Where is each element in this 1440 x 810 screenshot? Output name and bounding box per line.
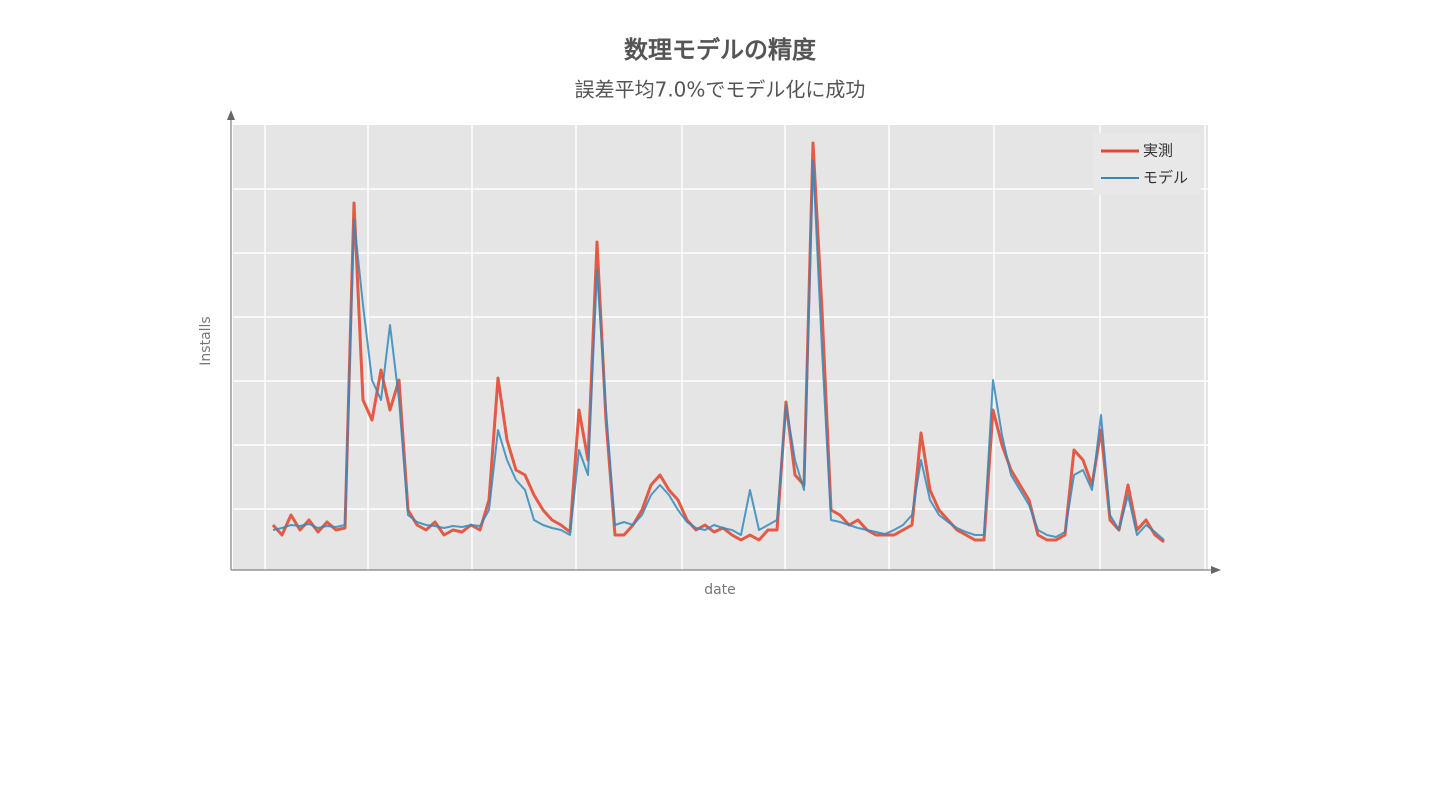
x-axis-arrow	[1211, 566, 1221, 574]
legend-label: 実測	[1143, 142, 1173, 160]
data-line	[272, 159, 1165, 541]
plot-background	[233, 125, 1208, 570]
legend-box	[1093, 133, 1201, 195]
x-axis-label: date	[704, 582, 736, 598]
y-axis-arrow	[227, 110, 235, 120]
data-line	[271, 141, 1165, 544]
y-axis-label: Installs	[198, 316, 214, 365]
lines	[271, 141, 1165, 544]
grid	[233, 125, 1208, 570]
legend-label: モデル	[1143, 169, 1188, 187]
chart-subtitle: 誤差平均7.0%でモデル化に成功	[575, 78, 866, 102]
chart-title: 数理モデルの精度	[624, 36, 817, 64]
